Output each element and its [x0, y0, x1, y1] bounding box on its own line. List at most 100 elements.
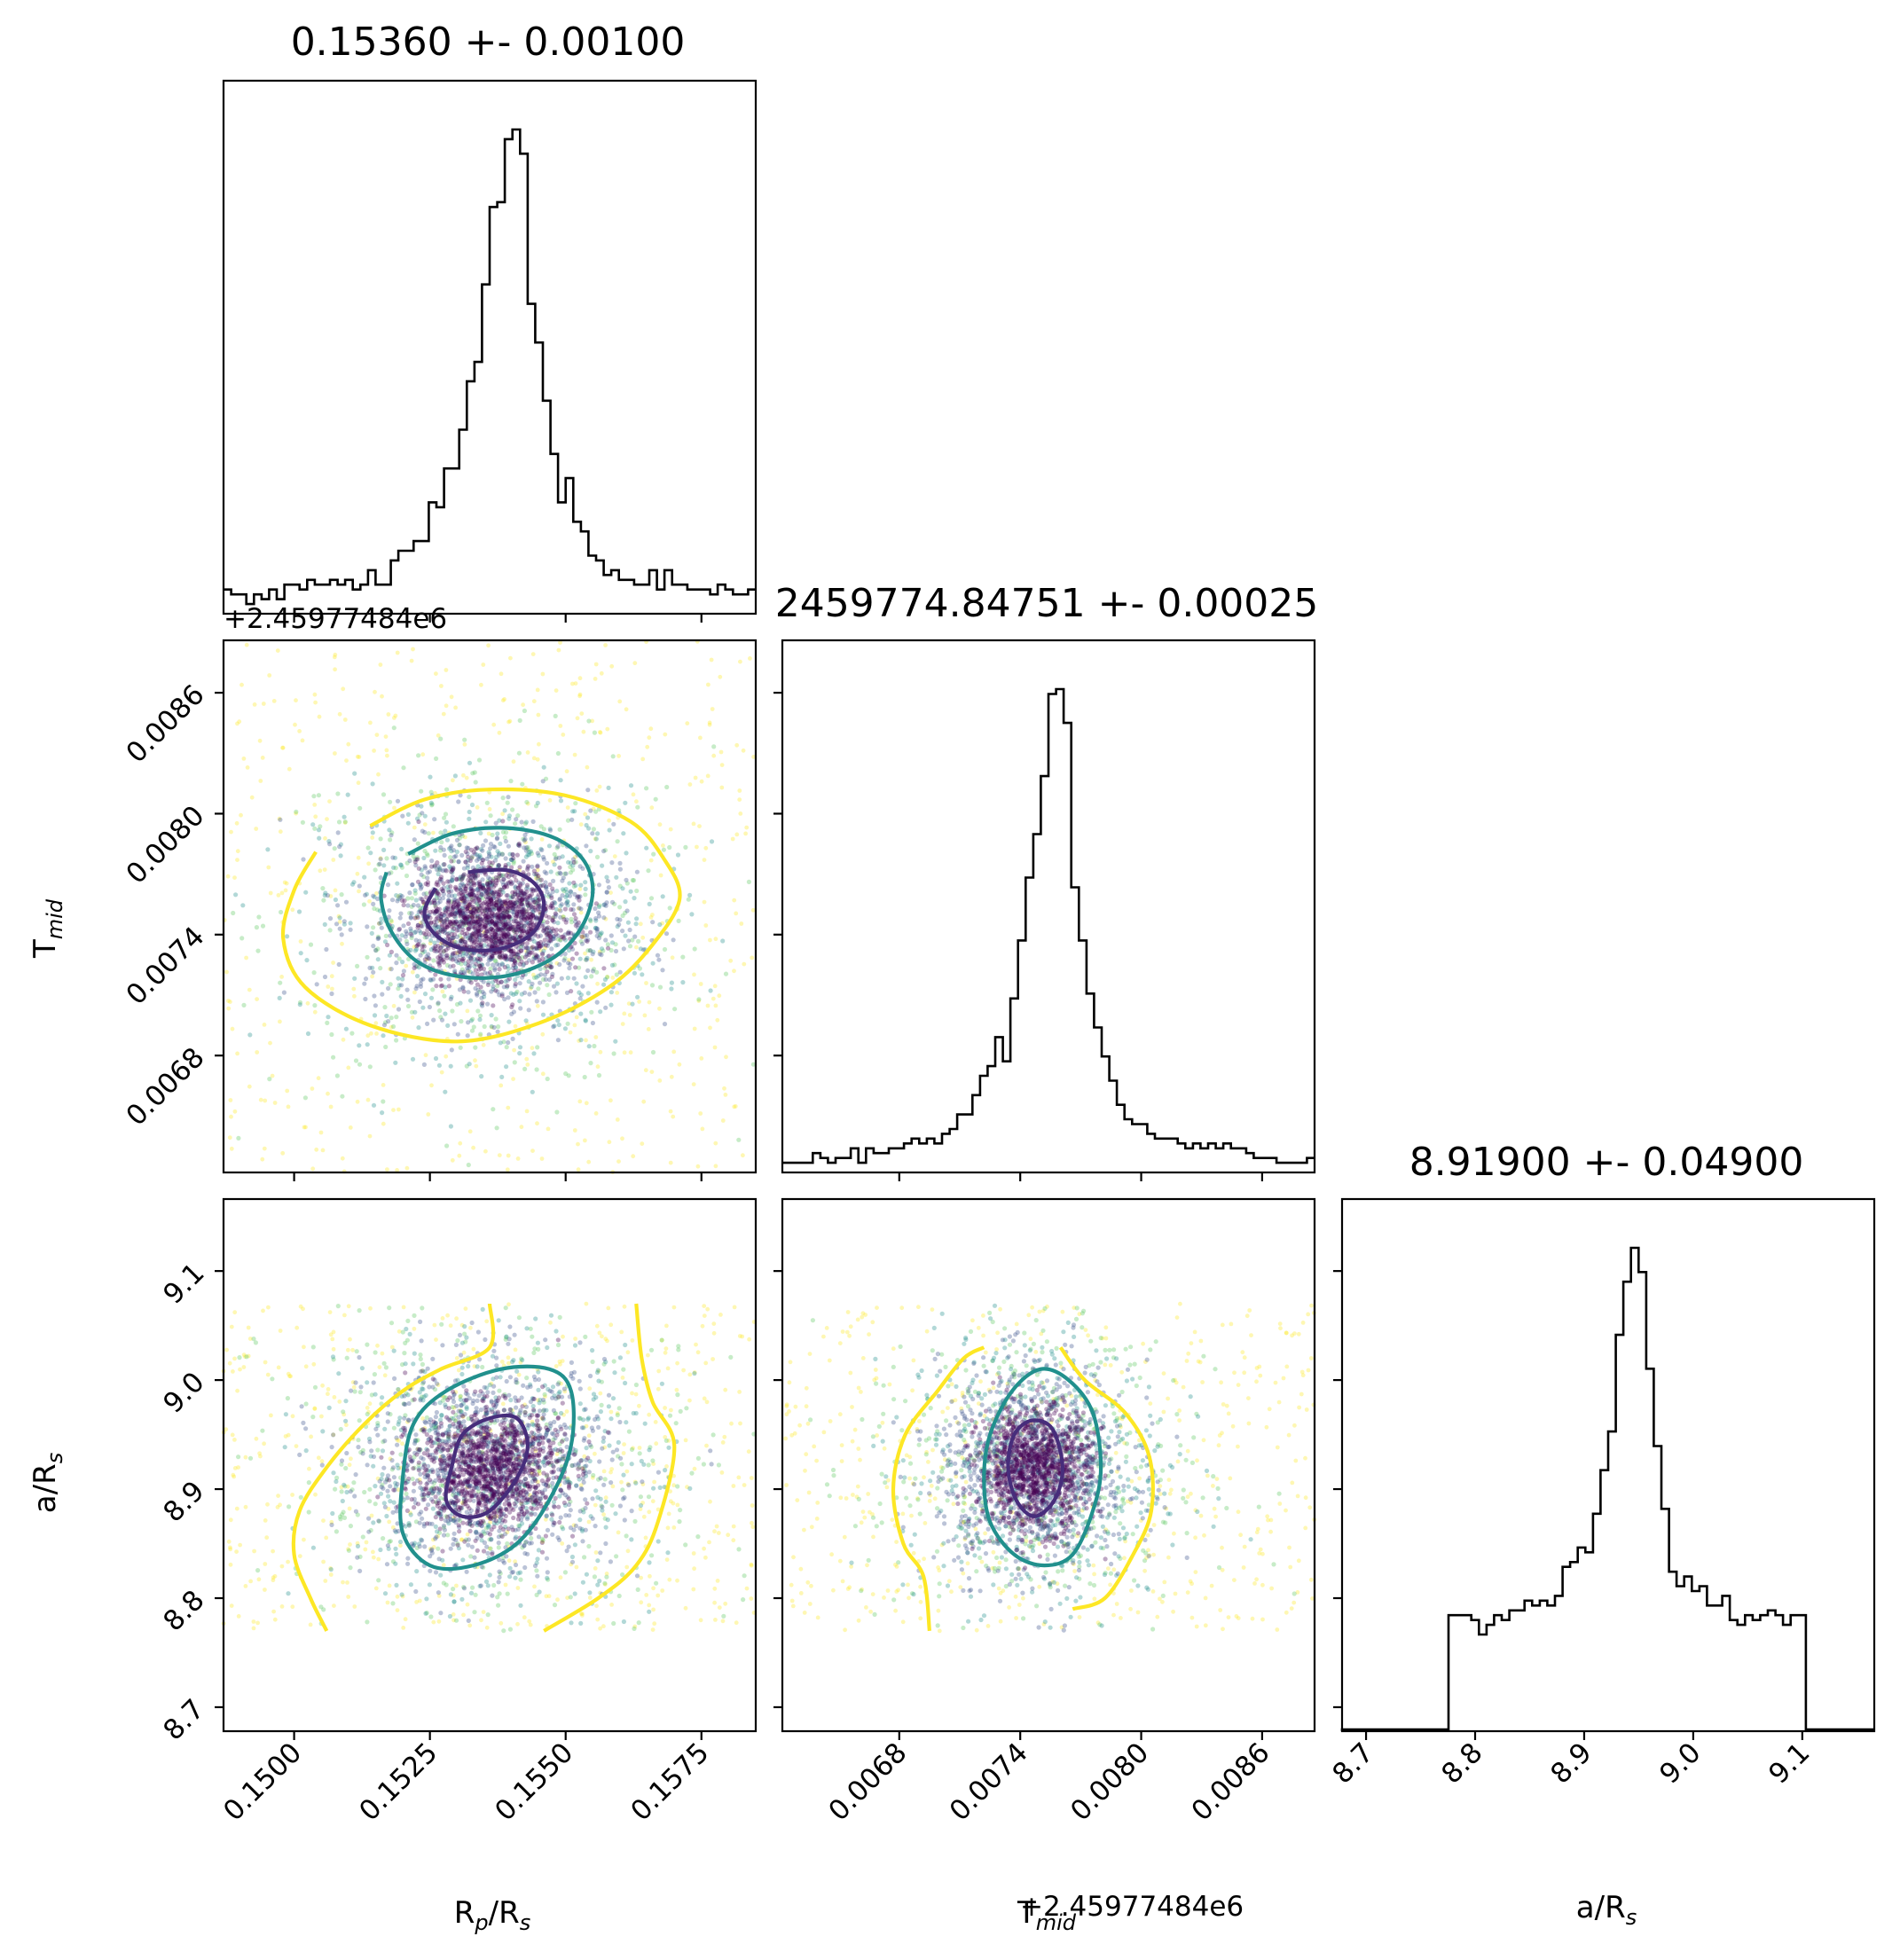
scatter-point	[357, 1390, 363, 1395]
scatter-point	[475, 805, 480, 810]
scatter-point	[499, 979, 504, 984]
scatter-point	[471, 898, 476, 905]
scatter-point	[376, 1578, 381, 1583]
scatter-point	[422, 849, 428, 854]
scatter-point	[368, 851, 373, 856]
scatter-point	[455, 1031, 460, 1037]
scatter-point	[510, 851, 515, 857]
scatter-point	[558, 928, 563, 933]
scatter-point	[436, 924, 441, 929]
scatter-point	[601, 1469, 607, 1474]
scatter-point	[234, 820, 239, 826]
scatter-point	[251, 1619, 256, 1624]
scatter-point	[478, 984, 483, 990]
scatter-point	[475, 1364, 480, 1369]
scatter-point	[476, 929, 482, 934]
scatter-point	[632, 1518, 638, 1524]
scatter-point	[428, 1614, 434, 1619]
scatter-point	[635, 804, 640, 810]
scatter-point	[280, 745, 286, 750]
scatter-point	[588, 849, 593, 854]
scatter-point	[596, 904, 602, 910]
scatter-point	[498, 841, 503, 847]
scatter-point	[349, 1456, 353, 1462]
scatter-point	[279, 975, 284, 979]
scatter-point	[228, 1562, 233, 1567]
scatter-point	[333, 897, 338, 903]
scatter-point	[389, 919, 394, 924]
scatter-point	[573, 801, 578, 806]
scatter-point	[413, 898, 419, 903]
scatter-point	[524, 799, 530, 805]
scatter-point	[697, 824, 702, 828]
scatter-point	[384, 1513, 389, 1519]
scatter-point	[367, 1499, 373, 1504]
scatter-point	[482, 1023, 487, 1030]
scatter-point	[381, 863, 387, 868]
scatter-point	[224, 1347, 229, 1352]
scatter-point	[443, 1011, 448, 1016]
scatter-point	[577, 1517, 583, 1523]
scatter-point	[571, 902, 577, 907]
scatter-point	[448, 884, 453, 890]
scatter-point	[256, 914, 262, 920]
scatter-point	[340, 1156, 345, 1161]
scatter-point	[593, 906, 598, 912]
scatter-point	[530, 981, 535, 986]
scatter-point	[568, 889, 573, 894]
scatter-point	[385, 882, 391, 888]
scatter-point	[307, 1466, 311, 1471]
scatter-point	[425, 1021, 430, 1026]
scatter-point	[677, 1519, 682, 1525]
scatter-point	[666, 1511, 671, 1517]
scatter-point	[435, 860, 440, 866]
scatter-point	[545, 890, 550, 895]
scatter-point	[531, 699, 537, 704]
scatter-point	[320, 886, 326, 891]
scatter-point	[705, 1306, 711, 1312]
scatter-point	[526, 852, 532, 858]
scatter-point	[441, 711, 446, 717]
scatter-point	[365, 954, 370, 960]
scatter-point	[568, 870, 574, 875]
scatter-point	[365, 1380, 370, 1385]
scatter-point	[487, 1572, 492, 1578]
scatter-point	[652, 1621, 657, 1627]
scatter-point	[600, 863, 605, 868]
scatter-point	[536, 712, 541, 717]
scatter-point	[378, 857, 383, 862]
scatter-point	[561, 914, 566, 920]
scatter-point	[454, 837, 460, 843]
scatter-point	[640, 935, 646, 940]
scatter-point	[593, 836, 599, 842]
scatter-point	[476, 856, 482, 862]
scatter-point	[260, 756, 265, 760]
scatter-point	[426, 1112, 431, 1117]
scatter-point	[523, 1018, 529, 1023]
scatter-point	[467, 969, 473, 975]
scatter-point	[376, 1556, 381, 1562]
scatter-point	[492, 844, 498, 850]
scatter-point	[602, 848, 608, 853]
scatter-point	[467, 1623, 473, 1628]
scatter-point	[387, 1305, 392, 1311]
scatter-point	[385, 1167, 389, 1172]
scatter-point	[334, 921, 340, 927]
scatter-point	[605, 879, 610, 884]
scatter-point	[467, 902, 473, 907]
scatter-point	[399, 865, 404, 870]
scatter-point	[483, 908, 488, 913]
scatter-point	[660, 894, 665, 899]
scatter-point	[303, 890, 309, 895]
scatter-point	[368, 1305, 373, 1311]
scatter-point	[446, 976, 451, 982]
scatter-point	[451, 1599, 457, 1604]
scatter-point	[585, 948, 591, 953]
scatter-point	[742, 961, 747, 967]
scatter-point	[657, 1006, 662, 1011]
scatter-point	[581, 935, 586, 939]
scatter-point	[405, 1318, 411, 1323]
scatter-point	[728, 958, 734, 963]
scatter-point	[417, 908, 423, 913]
scatter-point	[459, 874, 465, 881]
